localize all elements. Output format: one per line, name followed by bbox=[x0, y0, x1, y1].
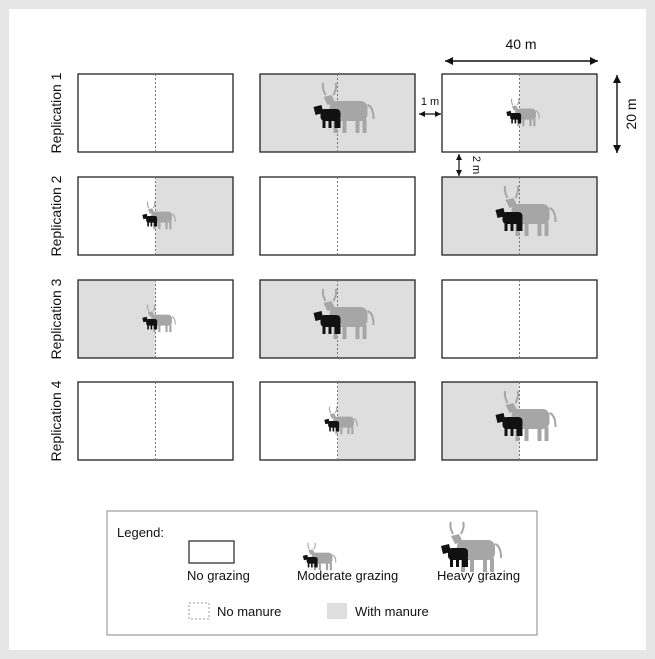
plot bbox=[260, 280, 415, 358]
plot-border bbox=[78, 74, 233, 152]
legend-with-manure-swatch bbox=[327, 603, 347, 619]
replication-label: Replication 4 bbox=[48, 380, 64, 461]
replication-label: Replication 2 bbox=[48, 175, 64, 256]
height-label: 20 m bbox=[623, 98, 639, 129]
plot bbox=[78, 74, 233, 152]
gap-h-label: 1 m bbox=[421, 96, 439, 108]
legend: Legend: No grazing Moderate grazing Heav… bbox=[107, 511, 537, 635]
dimension-height: 20 m bbox=[613, 75, 639, 153]
diagram-frame: Replication 1 Replication 2 Replication 3 R… bbox=[9, 9, 646, 650]
replication-label: Replication 1 bbox=[48, 72, 64, 153]
plot bbox=[78, 382, 233, 460]
legend-no-grazing-label: No grazing bbox=[187, 568, 250, 583]
legend-title: Legend: bbox=[117, 525, 164, 540]
legend-moderate-grazing-label: Moderate grazing bbox=[297, 568, 398, 583]
legend-no-grazing-swatch bbox=[189, 541, 234, 563]
dimension-width: 40 m bbox=[445, 36, 598, 65]
plot bbox=[442, 382, 597, 460]
dimension-gap-horizontal: 1 m bbox=[419, 96, 441, 117]
plot-border bbox=[78, 382, 233, 460]
plot bbox=[442, 74, 597, 152]
width-label: 40 m bbox=[505, 36, 536, 52]
experimental-layout-diagram: Replication 1 Replication 2 Replication 3 R… bbox=[9, 9, 646, 650]
plot bbox=[78, 280, 233, 358]
legend-heavy-grazing-label: Heavy grazing bbox=[437, 568, 520, 583]
legend-with-manure-label: With manure bbox=[355, 604, 429, 619]
legend-no-manure-label: No manure bbox=[217, 604, 281, 619]
plot bbox=[260, 177, 415, 255]
plot bbox=[442, 280, 597, 358]
plot bbox=[260, 74, 415, 152]
legend-no-manure-swatch bbox=[189, 603, 209, 619]
plot bbox=[78, 177, 233, 255]
plot bbox=[442, 177, 597, 255]
plot-border bbox=[442, 280, 597, 358]
plot-border bbox=[260, 177, 415, 255]
gap-v-label: 2 m bbox=[470, 156, 482, 174]
plot-grid: Replication 1 Replication 2 Replication 3 R… bbox=[48, 72, 597, 461]
replication-label: Replication 3 bbox=[48, 278, 64, 359]
plot bbox=[260, 382, 415, 460]
dimension-gap-vertical: 2 m bbox=[456, 154, 482, 176]
